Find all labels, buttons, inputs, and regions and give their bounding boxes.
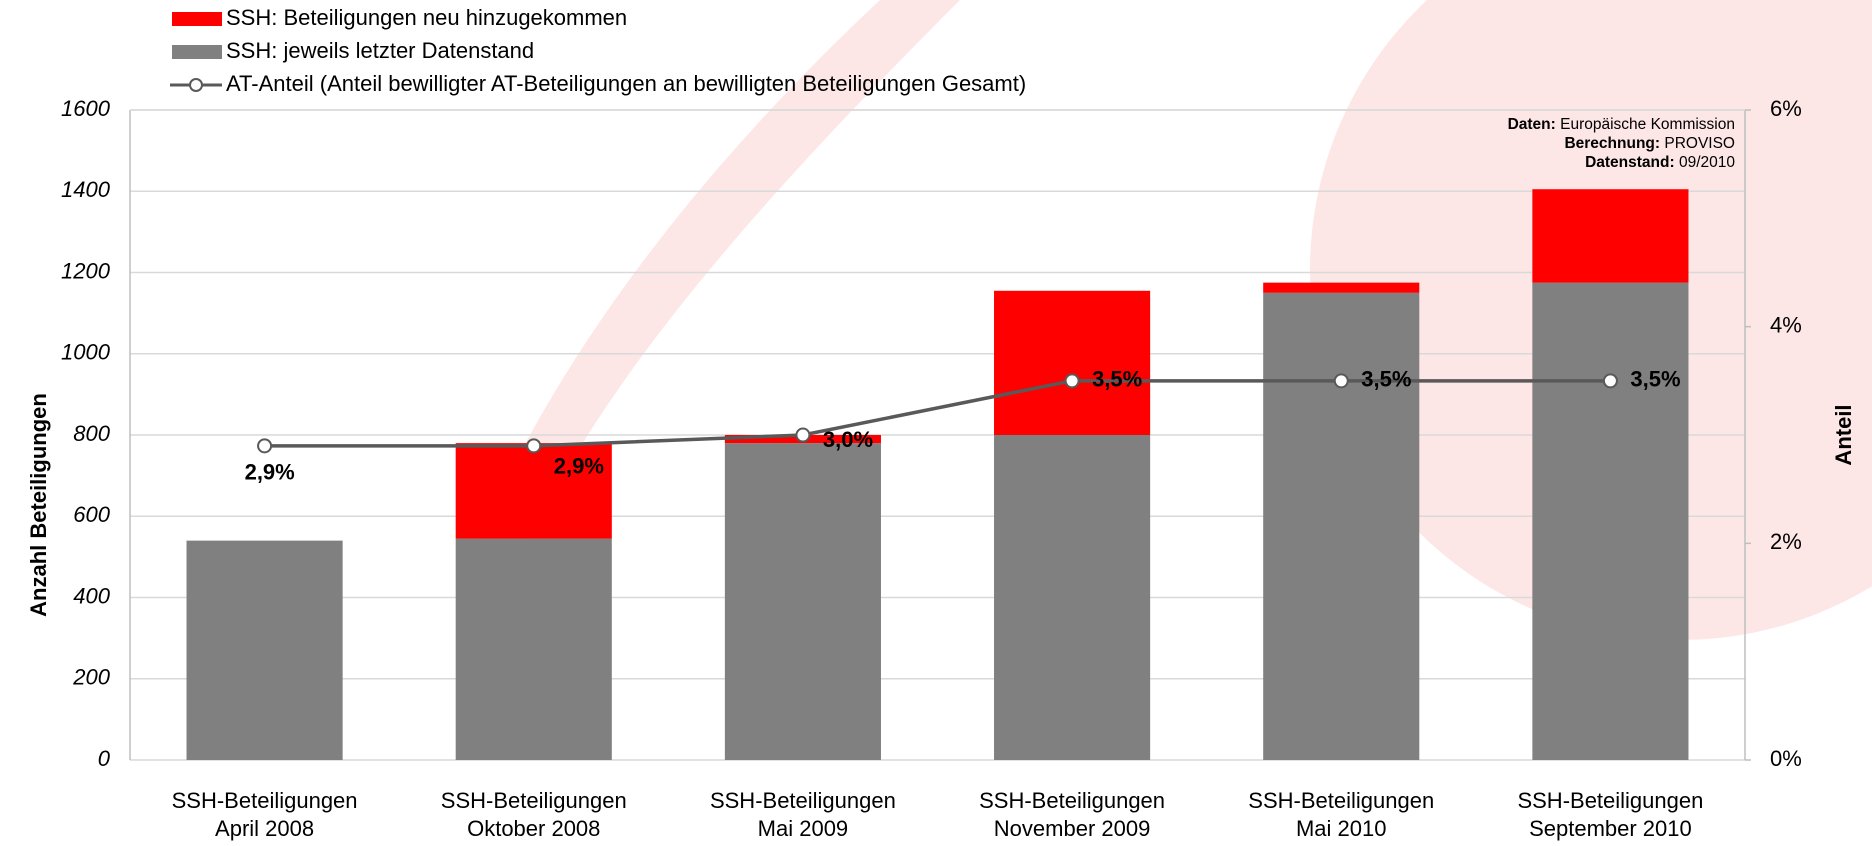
x-tick-label: SSH-Beteiligungen — [710, 788, 896, 813]
x-tick-label: Mai 2010 — [1296, 816, 1387, 841]
legend-marker — [189, 78, 203, 92]
data-label: 2,9% — [554, 454, 604, 479]
x-tick-label: September 2010 — [1529, 816, 1692, 841]
x-tick-label: April 2008 — [215, 816, 314, 841]
line-marker — [1602, 373, 1618, 389]
bar-segment — [455, 443, 612, 539]
y-tick-label: 200 — [72, 665, 110, 690]
y-tick-label: 1200 — [61, 258, 111, 283]
bar-segment — [994, 435, 1151, 760]
x-tick-label: November 2009 — [994, 816, 1151, 841]
x-tick-label: SSH-Beteiligungen — [979, 788, 1165, 813]
y-tick-label: 400 — [73, 583, 110, 608]
y-tick-label: 0 — [98, 746, 111, 771]
y-tick-label: 800 — [73, 421, 110, 446]
x-tick-label: Oktober 2008 — [467, 816, 600, 841]
source-note-label: Daten: — [1508, 116, 1556, 133]
line-marker — [257, 438, 273, 454]
decor-band — [470, 0, 960, 560]
y-tick-label: 1400 — [61, 177, 111, 202]
source-note-label: Berechnung: — [1564, 135, 1660, 152]
bar-segment — [1263, 282, 1420, 293]
x-tick-label: SSH-Beteiligungen — [1517, 788, 1703, 813]
data-label: 3,5% — [1361, 367, 1411, 392]
bar-segment — [1532, 189, 1689, 283]
line-marker — [1333, 373, 1349, 389]
legend-swatch — [172, 12, 222, 26]
y-axis-label: Anzahl Beteiligungen — [26, 393, 51, 617]
bar-segment — [994, 290, 1151, 435]
data-label: 3,5% — [1630, 367, 1680, 392]
legend-swatch — [172, 45, 222, 59]
bar-segment — [455, 538, 612, 760]
bar-segment — [1263, 292, 1420, 760]
legend-label: AT-Anteil (Anteil bewilligter AT-Beteili… — [226, 71, 1026, 96]
y-tick-label: 1600 — [61, 96, 111, 121]
source-note: Daten: Europäische Kommission — [1508, 116, 1735, 133]
x-tick-label: Mai 2009 — [758, 816, 849, 841]
legend-label: SSH: jeweils letzter Datenstand — [226, 38, 534, 63]
source-note-text: 09/2010 — [1679, 154, 1735, 171]
line-marker — [795, 427, 811, 443]
data-label: 3,0% — [823, 427, 873, 452]
line-series — [264, 379, 1611, 448]
y2-tick-label: 0% — [1770, 746, 1802, 771]
y2-tick-label: 4% — [1770, 312, 1802, 337]
line-marker — [526, 438, 542, 454]
x-tick-label: SSH-Beteiligungen — [441, 788, 627, 813]
line-marker — [1064, 373, 1080, 389]
x-tick-label: SSH-Beteiligungen — [1248, 788, 1434, 813]
bar-segment — [1532, 282, 1689, 760]
data-label: 3,5% — [1092, 367, 1142, 392]
legend-label: SSH: Beteiligungen neu hinzugekommen — [226, 5, 627, 30]
y2-tick-label: 2% — [1770, 529, 1802, 554]
y2-tick-label: 6% — [1770, 96, 1802, 121]
y2-axis-label: Anteil — [1831, 404, 1856, 465]
source-note-text: Europäische Kommission — [1560, 116, 1735, 133]
bar-segment — [186, 540, 343, 760]
bar-segment — [724, 443, 881, 760]
data-label: 2,9% — [245, 460, 295, 485]
source-note-label: Datenstand: — [1585, 154, 1675, 171]
source-note: Berechnung: PROVISO — [1564, 135, 1735, 152]
y-tick-label: 600 — [73, 502, 110, 527]
source-note: Datenstand: 09/2010 — [1585, 154, 1735, 171]
source-note-text: PROVISO — [1664, 135, 1735, 152]
x-tick-label: SSH-Beteiligungen — [172, 788, 358, 813]
y-tick-label: 1000 — [61, 340, 111, 365]
